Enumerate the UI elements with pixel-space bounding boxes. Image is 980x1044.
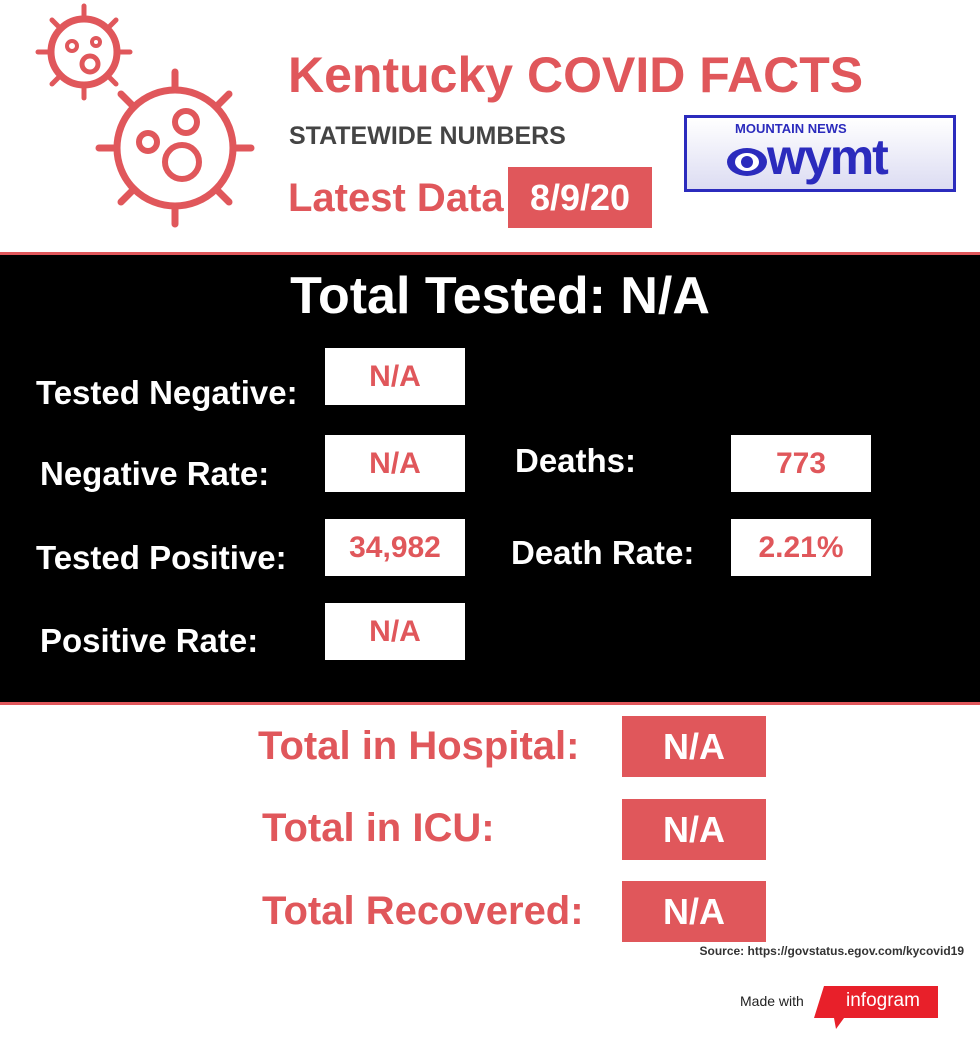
source: Source: https://govstatus.egov.com/kycov… (699, 944, 964, 958)
stat-label: Negative Rate: (40, 455, 270, 492)
total-value: N/A (622, 881, 766, 942)
stat-value: 2.21% (731, 519, 871, 576)
stat-value: N/A (325, 603, 465, 660)
total-label: Total in ICU: (262, 806, 495, 850)
infogram-badge (814, 986, 938, 1029)
date: 8/9/20 (508, 167, 652, 228)
subtitle: STATEWIDE NUMBERS (289, 122, 566, 150)
logo-top: MOUNTAIN NEWS (735, 121, 847, 136)
stat-value: 773 (731, 435, 871, 492)
stat-label: Deaths: (515, 442, 637, 479)
stat-value: N/A (325, 348, 465, 405)
total-tested: Total Tested: N/A (0, 266, 980, 326)
cbs-eye (727, 148, 767, 176)
virus-icons (35, 3, 255, 228)
stat-label: Tested Positive: (36, 539, 287, 576)
latest-label: Latest Data (288, 176, 504, 220)
logo-name: wymt (767, 129, 889, 185)
stat-label: Death Rate: (511, 534, 695, 571)
title: Kentucky COVID FACTS (288, 47, 864, 103)
total-tested-value: N/A (620, 267, 710, 325)
logo: MOUNTAIN NEWS wymt (684, 115, 956, 192)
total-value: N/A (622, 799, 766, 860)
total-value: N/A (622, 716, 766, 777)
stat-value: 34,982 (325, 519, 465, 576)
stat-label: Positive Rate: (40, 622, 259, 659)
total-label: Total in Hospital: (258, 724, 580, 768)
total-label: Total Recovered: (262, 889, 584, 933)
total-tested-label: Total Tested: (290, 267, 606, 325)
stat-value: N/A (325, 435, 465, 492)
made-with: Made with (740, 993, 804, 1009)
infogram: infogram (846, 990, 920, 1011)
stat-label: Tested Negative: (36, 374, 298, 411)
